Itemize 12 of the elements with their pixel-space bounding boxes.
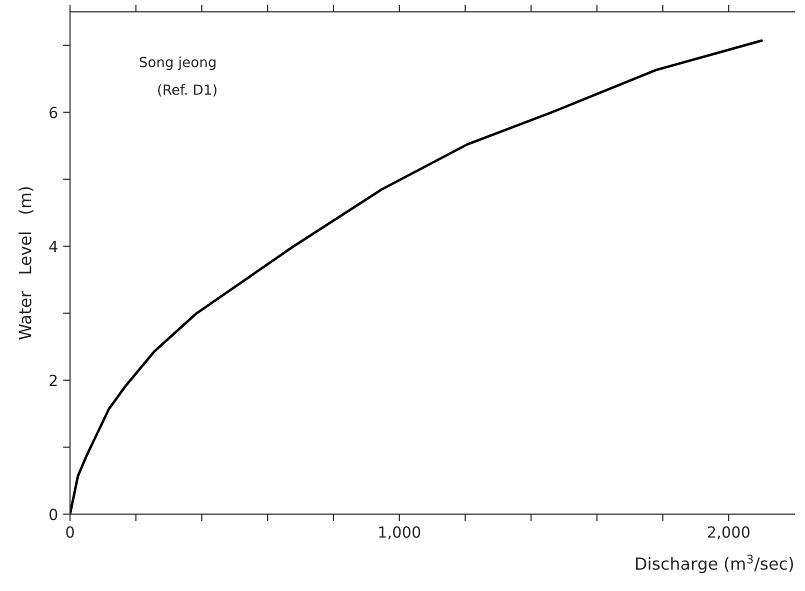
y-tick-label: 4 (49, 240, 58, 252)
y-tick-label: 6 (50, 106, 58, 118)
annotation: (Ref. D1) (158, 84, 216, 97)
x-tick-label: 1,000 (379, 526, 420, 540)
x-tick-label: 0 (66, 526, 74, 538)
y-axis-title: Water Level (m) (18, 187, 34, 340)
y-tick-label: 2 (50, 374, 57, 386)
line-series (70, 39, 763, 514)
x-axis-title: Discharge (m$^{3}$/sec) (636, 554, 793, 574)
y-tick-label: 0 (50, 508, 58, 520)
annotation: Song jeong (140, 56, 216, 70)
x-tick-label: 2,000 (708, 526, 750, 540)
